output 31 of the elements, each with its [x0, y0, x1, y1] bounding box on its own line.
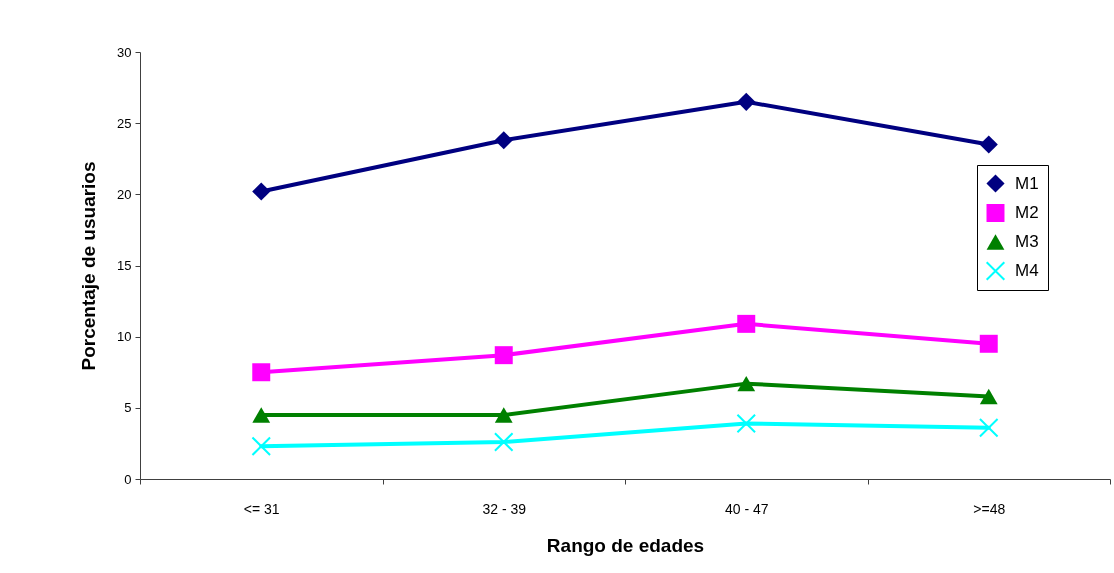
x-tick-label: <= 31 [243, 500, 280, 517]
x-tick-label: 40 - 47 [724, 500, 769, 517]
y-tick-label: 5 [124, 400, 132, 416]
y-tick-label: 15 [117, 258, 132, 273]
legend-label: M4 [1015, 261, 1039, 280]
point [737, 92, 756, 111]
point [494, 432, 514, 452]
point [979, 388, 998, 405]
y-tick-label: 10 [117, 329, 132, 345]
point [252, 363, 271, 382]
x-tick-label: 32 - 39 [482, 500, 527, 517]
y-tick-label: 0 [124, 471, 132, 487]
point [979, 135, 998, 154]
legend-label: M2 [1015, 203, 1039, 222]
point [737, 314, 756, 333]
point [494, 131, 513, 150]
point [494, 346, 513, 365]
y-tick-label: 20 [117, 186, 132, 202]
y-axis-title: Porcentaje de usuarios [78, 161, 100, 371]
legend-label: M3 [1015, 232, 1039, 251]
y-tick-label: 30 [117, 44, 132, 60]
legend-label: M1 [1015, 173, 1039, 193]
y-tick-label: 25 [117, 115, 132, 131]
point [736, 413, 756, 433]
point [252, 182, 271, 201]
x-axis-title: Rango de edades [546, 534, 705, 556]
x-tick-label: >=48 [973, 500, 1006, 517]
point [252, 407, 271, 423]
point [979, 334, 998, 353]
point [737, 375, 756, 392]
point [494, 407, 513, 423]
